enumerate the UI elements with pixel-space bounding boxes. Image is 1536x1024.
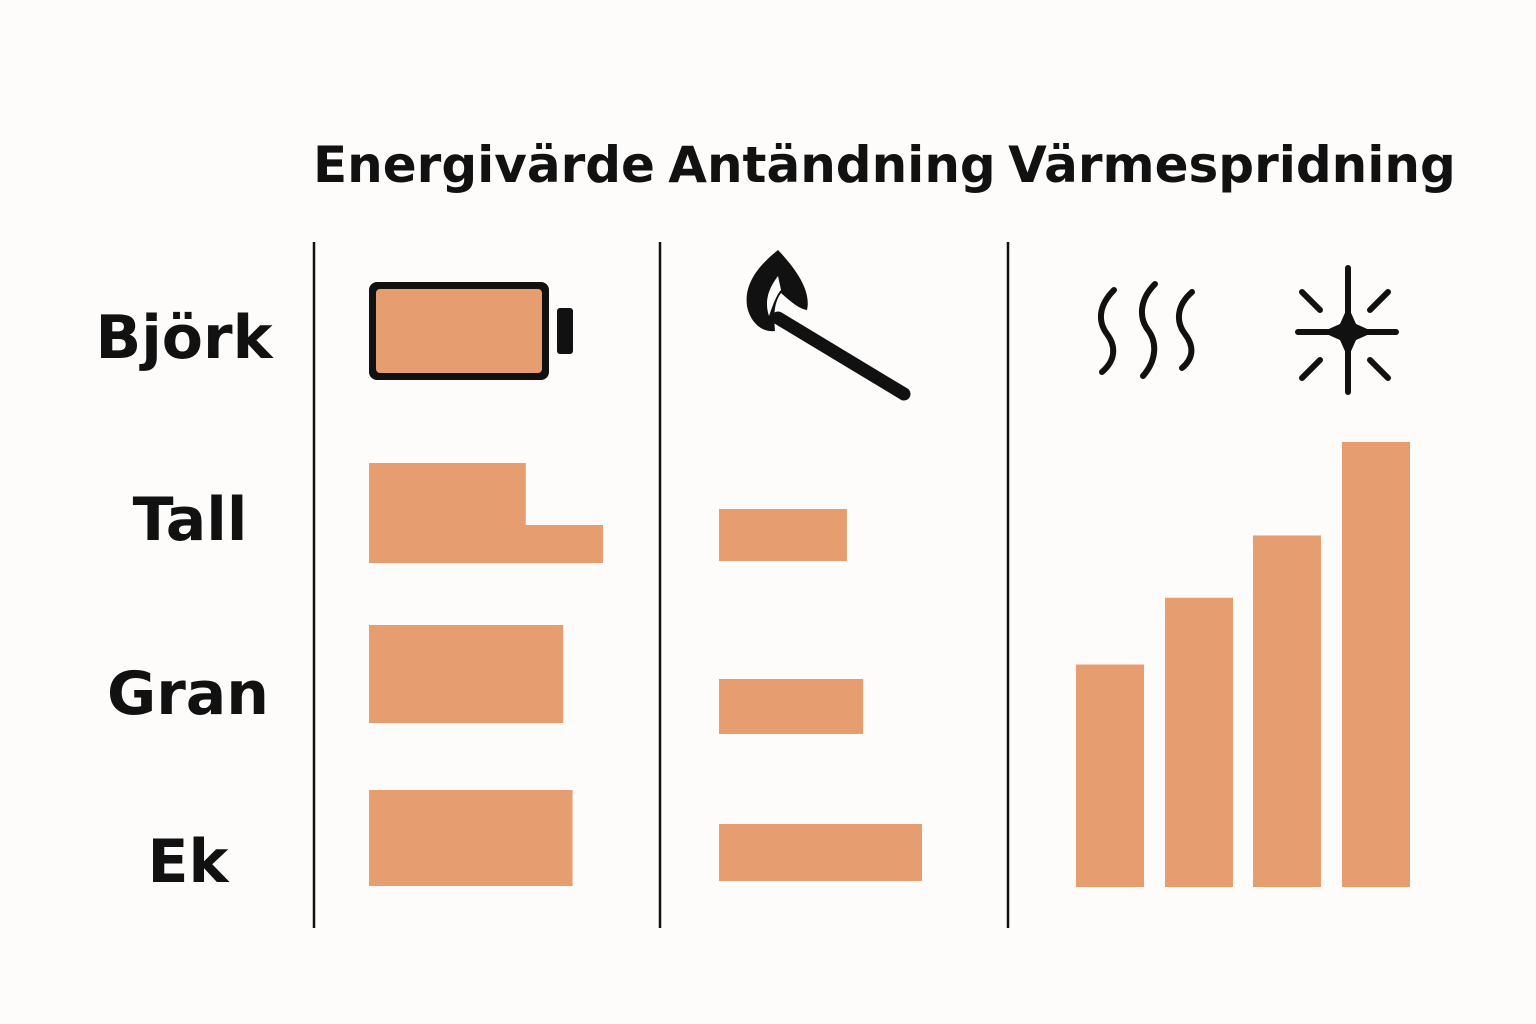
bar-varmespridning [1342,442,1410,887]
bar-varmespridning [1253,535,1321,887]
column-heading-antandning: Antändning [668,136,995,194]
bar-antandning [719,824,922,881]
column-heading-varmespridning: Värmespridning [1008,136,1456,194]
bar-varmespridning [1165,597,1233,887]
varmespridning-bars [1076,442,1410,887]
bar-energivarde-tall [369,525,603,563]
match-flame-icon [746,250,911,401]
bar-antandning [719,509,847,561]
row-label-tall: Tall [133,485,248,555]
bar-energivarde-tall [369,463,526,526]
column-heading-energivarde: Energivärde [313,136,655,194]
row-label-ek: Ek [148,827,231,897]
bar-antandning [719,679,864,734]
row-label-gran: Gran [107,659,269,729]
bar-energivarde-gran [369,625,564,723]
bar-varmespridning [1076,664,1144,887]
battery-icon [369,282,573,380]
energivarde-bars [369,463,603,886]
row-label-bjork: Björk [95,303,274,373]
radiating-star-icon [1295,265,1399,395]
heat-waves-icon [1098,281,1195,379]
antandning-bars [719,509,922,881]
bar-energivarde-ek [369,790,573,886]
